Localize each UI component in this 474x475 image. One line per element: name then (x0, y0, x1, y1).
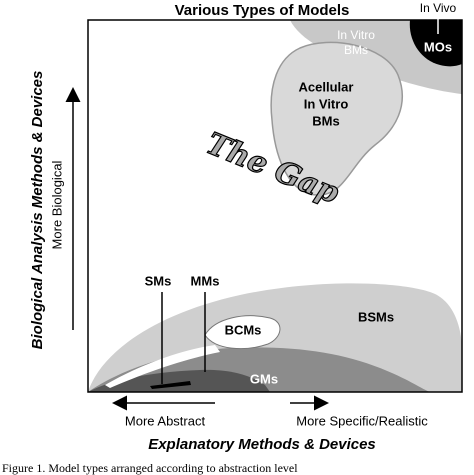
black-sliver (150, 381, 191, 389)
in-vivo-label: In Vivo (420, 1, 457, 15)
left-label: More Abstract (125, 413, 206, 428)
y-axis-label: Biological Analysis Methods & Devices (29, 71, 46, 350)
acellular-label: Acellular (299, 79, 354, 94)
sms-label: SMs (145, 273, 172, 288)
bcms-label: BCMs (225, 322, 262, 337)
mos-label: MOs (424, 39, 452, 54)
gms-label: GMs (250, 371, 278, 386)
acellular-label: BMs (312, 113, 339, 128)
plot-frame (87, 19, 463, 393)
bcm-region (204, 315, 281, 350)
acellular-region (270, 41, 403, 196)
right-label: More Specific/Realistic (296, 413, 428, 428)
in-vitro-label: In Vitro (337, 28, 375, 42)
in-vitro-label: BMs (344, 43, 368, 57)
y-arrow-label: More Biological (49, 160, 64, 249)
bsms-label: BSMs (358, 309, 394, 324)
caption: Figure 1. Model types arranged according… (2, 461, 298, 475)
in-vivo-region (409, 20, 462, 67)
mms-label: MMs (191, 273, 220, 288)
regions (88, 20, 462, 392)
title: Various Types of Models (175, 2, 350, 19)
dark-region (88, 369, 270, 392)
x-axis-label: Explanatory Methods & Devices (148, 436, 376, 453)
acellular-label: In Vitro (304, 96, 349, 111)
